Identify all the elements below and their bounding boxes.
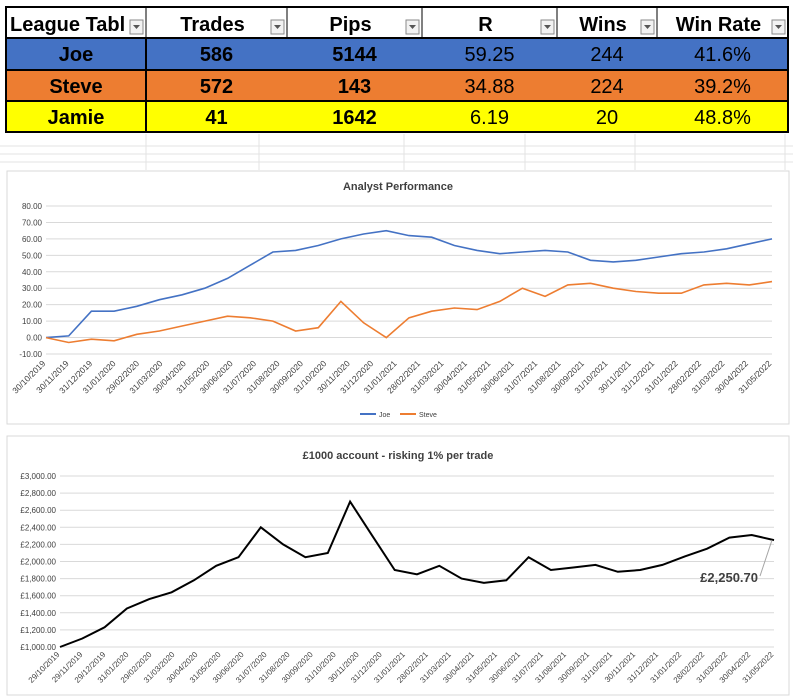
cell-name: Steve xyxy=(49,76,102,98)
y-tick-label: 40.00 xyxy=(22,268,43,277)
y-axis-labels: -10.00 0.00 10.00 20.00 30.00 40.00 50.00 60.00… xyxy=(19,202,42,359)
cell-trades: 586 xyxy=(200,44,233,66)
cell-win_rate: 39.2% xyxy=(694,76,751,98)
y-tick-label: £2,600.00 xyxy=(20,506,56,515)
column-header: League Tabl xyxy=(10,14,125,36)
chevron-down-icon xyxy=(775,25,782,29)
y-tick-label: £2,400.00 xyxy=(20,523,56,532)
y-tick-label: £1,200.00 xyxy=(20,626,56,635)
chart-title: £1000 account - risking 1% per trade xyxy=(303,450,494,462)
chart-gridlines xyxy=(60,475,774,648)
cell-name: Jamie xyxy=(48,107,105,129)
series-lines xyxy=(59,499,775,648)
row-fill xyxy=(5,37,789,71)
y-tick-label: -10.00 xyxy=(19,350,42,359)
cell-pips: 143 xyxy=(338,76,371,98)
row-fill xyxy=(5,69,789,102)
chart-frame xyxy=(6,170,790,425)
cell-win_rate: 41.6% xyxy=(694,44,751,66)
chevron-down-icon xyxy=(544,25,551,29)
y-tick-label: 70.00 xyxy=(22,218,43,227)
column-header: Pips xyxy=(329,14,371,36)
chart-gridlines xyxy=(46,205,772,355)
leader-line xyxy=(759,539,773,577)
y-tick-label: 30.00 xyxy=(22,284,43,293)
column-header: R xyxy=(478,14,493,36)
y-tick-label: 60.00 xyxy=(22,235,43,244)
series-line xyxy=(59,499,775,648)
legend-label: Joe xyxy=(379,412,390,419)
column-header: Wins xyxy=(579,14,627,36)
y-tick-label: £1,000.00 xyxy=(20,643,56,652)
table-row: Joe 586 5144 59.25 244 41.6% xyxy=(5,37,789,71)
cell-r: 6.19 xyxy=(470,107,509,129)
league-table: League Tabl Trades Pips R Wins Win Rate Joe 58… xyxy=(5,6,789,133)
row-fill xyxy=(5,100,789,133)
cell-wins: 20 xyxy=(596,107,618,129)
cell-win_rate: 48.8% xyxy=(694,107,751,129)
y-axis-labels: £1,000.00 £1,200.00 £1,400.00 £1,600.00 £1,8… xyxy=(20,472,56,652)
table-row: Jamie 41 1642 6.19 20 48.8% xyxy=(5,100,789,133)
cell-name: Joe xyxy=(59,44,93,66)
y-tick-label: £2,000.00 xyxy=(20,558,56,567)
chevron-down-icon xyxy=(274,25,281,29)
y-tick-label: £3,000.00 xyxy=(20,472,56,481)
sheet-gridlines xyxy=(0,134,793,170)
y-tick-label: 0.00 xyxy=(26,334,42,343)
legend: Joe Steve xyxy=(360,412,437,419)
chevron-down-icon xyxy=(133,25,140,29)
y-tick-label: £2,200.00 xyxy=(20,540,56,549)
y-tick-label: 80.00 xyxy=(22,202,43,211)
chevron-down-icon xyxy=(644,25,651,29)
y-tick-label: £1,400.00 xyxy=(20,609,56,618)
column-header: Trades xyxy=(180,14,244,36)
chart-title: Analyst Performance xyxy=(343,181,453,193)
cell-r: 34.88 xyxy=(464,76,514,98)
account-balance-chart: £1000 account - risking 1% per trade £1,… xyxy=(6,435,790,696)
cell-pips: 1642 xyxy=(332,107,377,129)
analyst-performance-chart: Analyst Performance -10.00 0.00 10.00 20.00… xyxy=(6,170,790,425)
legend-label: Steve xyxy=(419,412,437,419)
cell-trades: 572 xyxy=(200,76,233,98)
series-lines xyxy=(45,229,773,344)
cell-trades: 41 xyxy=(205,107,227,129)
y-tick-label: £1,600.00 xyxy=(20,592,56,601)
column-header: Win Rate xyxy=(676,14,761,36)
chevron-down-icon xyxy=(409,25,416,29)
y-tick-label: 50.00 xyxy=(22,251,43,260)
cell-r: 59.25 xyxy=(464,44,514,66)
y-tick-label: 20.00 xyxy=(22,301,43,310)
data-label: £2,250.70 xyxy=(700,539,773,585)
cell-wins: 244 xyxy=(590,44,623,66)
y-tick-label: £2,800.00 xyxy=(20,489,56,498)
cell-pips: 5144 xyxy=(332,44,377,66)
series-line-joe xyxy=(45,229,773,339)
table-row: Steve 572 143 34.88 224 39.2% xyxy=(5,69,789,102)
final-value-label: £2,250.70 xyxy=(700,570,758,585)
y-tick-label: 10.00 xyxy=(22,317,43,326)
series-line-steve xyxy=(45,280,773,344)
cell-wins: 224 xyxy=(590,76,623,98)
y-tick-label: £1,800.00 xyxy=(20,575,56,584)
